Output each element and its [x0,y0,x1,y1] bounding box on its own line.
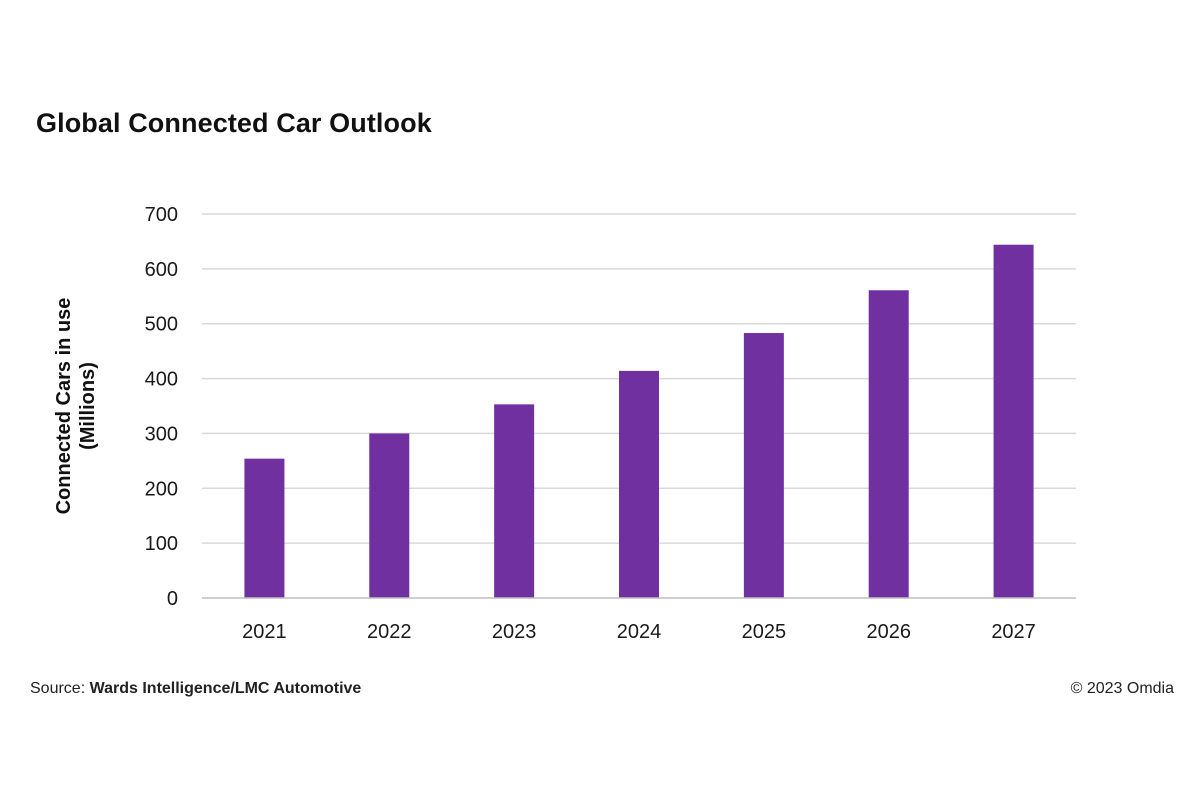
bar-2024 [619,370,659,598]
bars [244,244,1034,598]
source-note: Source: Wards Intelligence/LMC Automotiv… [30,680,361,698]
y-axis-ticks: 0 100 200 300 400 500 600 700 [145,204,178,610]
x-tick-label: 2023 [492,621,537,643]
bar-2022 [369,433,410,598]
y-tick-label: 600 [145,259,178,281]
source-name: Wards Intelligence/LMC Automotive [89,680,362,697]
y-tick-label: 200 [145,478,178,500]
bar-2023 [494,404,535,598]
x-tick-label: 2027 [991,621,1036,643]
y-tick-label: 300 [145,423,178,445]
bar-2026 [868,290,909,598]
y-tick-label: 500 [145,314,178,336]
x-tick-label: 2025 [742,621,787,643]
y-tick-label: 400 [145,369,178,391]
x-axis-ticks: 2021 2022 2023 2024 2025 2026 2027 [242,621,1036,643]
x-tick-label: 2021 [242,621,287,643]
copyright-note: © 2023 Omdia [1070,680,1174,697]
bar-2025 [743,333,784,598]
source-prefix: Source: [30,680,86,697]
y-tick-label: 100 [145,533,178,555]
y-tick-label: 700 [145,204,178,226]
x-tick-label: 2022 [367,621,412,643]
x-tick-label: 2026 [866,621,911,643]
bar-2021 [244,458,285,598]
chart-title: Global Connected Car Outlook [36,108,432,138]
x-tick-label: 2024 [617,621,662,643]
y-tick-label: 0 [167,588,178,610]
bar-2027 [993,244,1034,598]
